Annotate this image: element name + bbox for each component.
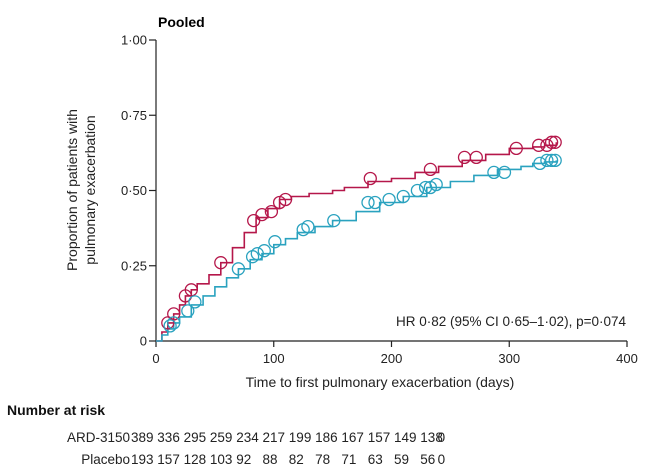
censor-mark xyxy=(327,213,341,228)
censor-mark xyxy=(268,235,282,249)
censor-mark xyxy=(410,183,425,198)
y-tick-label: 0·75 xyxy=(121,108,147,123)
x-tick-label: 100 xyxy=(263,351,285,366)
censor-mark xyxy=(181,304,195,318)
risk-count: 63 xyxy=(368,452,383,467)
risk-count: 71 xyxy=(341,452,356,467)
y-axis-title-line-2: pulmonary exacerbation xyxy=(82,115,98,264)
censor-mark xyxy=(469,150,483,165)
risk-count: 128 xyxy=(184,452,207,467)
x-tick-label: 300 xyxy=(498,351,520,366)
km-curve-1 xyxy=(156,160,558,342)
censor-mark xyxy=(532,138,546,152)
censor-mark xyxy=(184,283,198,297)
risk-count: 88 xyxy=(263,452,278,467)
panel-title: Pooled xyxy=(158,14,205,30)
risk-table: ARD-3150 389 336 295 259 234 217 199 186 167 157 14… xyxy=(67,430,445,467)
risk-count: 0 xyxy=(438,430,446,445)
censor-mark xyxy=(544,153,559,168)
censor-mark xyxy=(497,165,512,180)
risk-count: 103 xyxy=(210,452,233,467)
risk-row-label: Placebo xyxy=(81,452,130,467)
risk-count: 199 xyxy=(289,430,312,445)
risk-count: 336 xyxy=(157,430,180,445)
censor-mark xyxy=(278,192,293,207)
x-tick-label: 0 xyxy=(152,351,159,366)
risk-count: 167 xyxy=(341,430,364,445)
hazard-ratio-annotation: HR 0·82 (95% CI 0·65–1·02), p=0·074 xyxy=(396,314,626,329)
risk-count: 193 xyxy=(131,452,154,467)
censor-mark xyxy=(247,213,261,228)
censor-mark xyxy=(167,307,181,321)
censor-mark xyxy=(301,219,315,234)
x-tick-label: 200 xyxy=(381,351,403,366)
risk-count: 234 xyxy=(236,430,259,445)
y-tick-label: 0·25 xyxy=(121,258,147,273)
censor-mark xyxy=(548,135,562,149)
censor-mark xyxy=(231,262,246,276)
censor-mark xyxy=(250,247,264,261)
y-axis-title: Proportion of patients with pulmonary ex… xyxy=(64,109,98,271)
y-tick-label: 0·50 xyxy=(121,183,147,198)
risk-row-label: ARD-3150 xyxy=(67,430,130,445)
censor-mark xyxy=(540,153,554,168)
censor-mark xyxy=(163,319,177,333)
y-tick-label: 0 xyxy=(140,334,147,349)
censor-mark xyxy=(544,135,559,149)
censor-mark xyxy=(368,195,382,210)
censor-mark xyxy=(167,316,181,330)
axes: 0 0·25 0·50 0·75 1·00 0 100 200 300 400 xyxy=(121,33,638,367)
censor-mark xyxy=(264,204,279,219)
censor-mark xyxy=(429,177,443,192)
censor-mark xyxy=(509,141,523,156)
censor-mark xyxy=(487,165,501,180)
censor-mark xyxy=(188,295,202,309)
risk-count: 259 xyxy=(210,430,233,445)
censor-mark xyxy=(382,192,396,207)
risk-count: 0 xyxy=(438,452,446,467)
censor-mark xyxy=(457,150,472,165)
risk-count: 78 xyxy=(315,452,330,467)
y-axis-title-line-1: Proportion of patients with xyxy=(64,109,80,271)
risk-count: 59 xyxy=(394,452,409,467)
censor-mark xyxy=(214,256,228,270)
censor-mark xyxy=(257,244,271,258)
x-tick-label: 400 xyxy=(616,351,638,366)
risk-table-heading: Number at risk xyxy=(7,402,105,418)
censor-mark xyxy=(423,162,438,177)
risk-count: 217 xyxy=(263,430,286,445)
series-layer xyxy=(156,142,558,342)
risk-count: 56 xyxy=(420,452,435,467)
risk-count: 138 xyxy=(420,430,443,445)
risk-count: 92 xyxy=(236,452,251,467)
km-curve-0 xyxy=(156,142,558,342)
risk-count: 149 xyxy=(394,430,417,445)
censor-mark xyxy=(361,195,375,210)
censor-mark xyxy=(255,207,269,222)
risk-count: 157 xyxy=(368,430,391,445)
y-tick-label: 1·00 xyxy=(121,33,147,48)
risk-count: 157 xyxy=(157,452,180,467)
censor-layer xyxy=(161,135,562,333)
risk-count: 389 xyxy=(131,430,154,445)
censor-mark xyxy=(396,189,410,204)
risk-count: 82 xyxy=(289,452,304,467)
risk-count: 295 xyxy=(184,430,207,445)
risk-count: 186 xyxy=(315,430,338,445)
x-axis-title: Time to first pulmonary exacerbation (da… xyxy=(246,374,515,390)
censor-mark xyxy=(548,153,562,168)
censor-mark xyxy=(363,171,377,186)
